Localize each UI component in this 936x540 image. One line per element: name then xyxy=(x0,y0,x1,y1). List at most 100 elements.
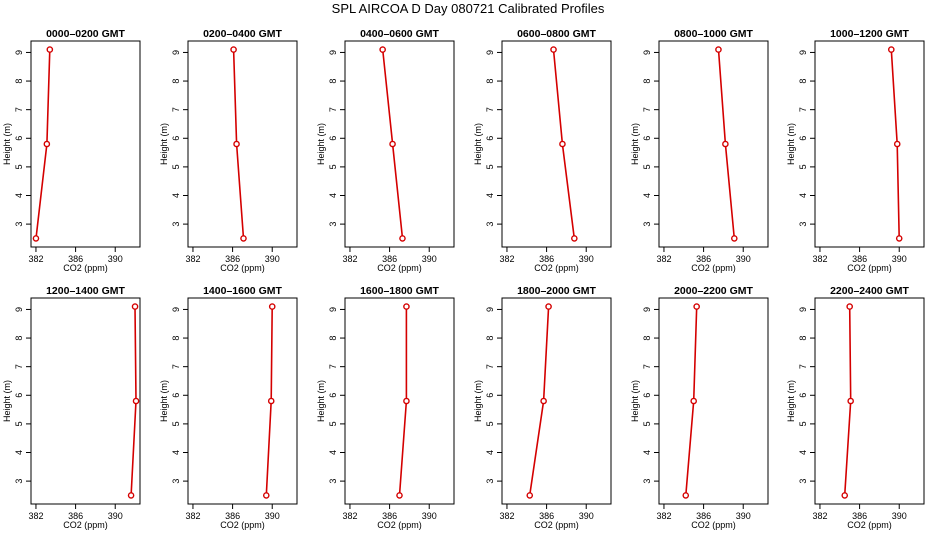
x-tick-label: 382 xyxy=(656,254,671,264)
y-tick-label: 8 xyxy=(171,79,181,84)
y-tick-label: 5 xyxy=(485,164,495,169)
plot-frame xyxy=(501,297,612,505)
y-tick-label: 3 xyxy=(642,479,652,484)
y-tick-label: 5 xyxy=(14,164,24,169)
profile-point xyxy=(131,303,139,310)
y-tick-label: 9 xyxy=(642,50,652,55)
profile-point xyxy=(846,303,853,310)
profile-point xyxy=(396,492,403,499)
profile-point xyxy=(847,397,854,405)
profile-point xyxy=(550,46,557,53)
y-tick-label: 7 xyxy=(328,107,338,112)
y-tick-label: 8 xyxy=(642,79,652,84)
x-axis-label: CO2 (ppm) xyxy=(691,520,736,530)
profile-point xyxy=(240,235,247,242)
profile-point xyxy=(399,235,406,242)
y-axis-label: Height (m) xyxy=(473,380,483,422)
plot-title: 1400–1600 GMT xyxy=(203,285,282,297)
y-tick-label: 8 xyxy=(14,336,24,341)
profile-point xyxy=(32,235,40,242)
x-tick-label: 386 xyxy=(696,511,711,521)
plot-title: 2000–2200 GMT xyxy=(674,285,753,297)
x-tick-label: 390 xyxy=(422,254,437,264)
profile-point xyxy=(230,46,237,53)
x-tick-label: 382 xyxy=(185,254,200,264)
y-axis-label: Height (m) xyxy=(2,380,12,422)
y-tick-label: 6 xyxy=(485,136,495,141)
plot-title: 0400–0600 GMT xyxy=(360,28,439,40)
x-axis-label: CO2 (ppm) xyxy=(63,520,108,530)
y-tick-label: 7 xyxy=(14,364,24,369)
profile-point xyxy=(268,303,276,310)
y-axis-label: Height (m) xyxy=(316,123,326,165)
y-tick-label: 3 xyxy=(171,222,181,227)
profile-point xyxy=(571,235,578,242)
y-tick-label: 6 xyxy=(642,393,652,398)
y-tick-label: 9 xyxy=(485,50,495,55)
y-axis-label: Height (m) xyxy=(2,123,12,165)
profile-point xyxy=(715,46,722,53)
y-tick-label: 4 xyxy=(328,193,338,198)
profile-point xyxy=(262,492,270,499)
y-tick-label: 8 xyxy=(171,336,181,341)
plot-frame xyxy=(30,297,141,505)
profile-point xyxy=(132,397,140,405)
y-axis-label: Height (m) xyxy=(159,380,169,422)
y-tick-label: 9 xyxy=(171,50,181,55)
y-tick-label: 3 xyxy=(328,479,338,484)
x-tick-label: 390 xyxy=(736,511,751,521)
y-tick-label: 5 xyxy=(485,421,495,426)
x-tick-label: 386 xyxy=(68,511,83,521)
plot-title: 1200–1400 GMT xyxy=(46,285,125,297)
x-tick-label: 390 xyxy=(108,511,123,521)
profile-point xyxy=(559,140,566,148)
profile-point xyxy=(403,397,410,405)
plot-frame xyxy=(30,40,141,248)
figure-title: SPL AIRCOA D Day 080721 Calibrated Profi… xyxy=(331,1,605,16)
y-tick-label: 9 xyxy=(328,307,338,312)
x-tick-label: 390 xyxy=(579,511,594,521)
plot-frame xyxy=(187,40,298,248)
y-tick-label: 6 xyxy=(798,136,808,141)
x-tick-label: 390 xyxy=(108,254,123,264)
y-tick-label: 8 xyxy=(328,336,338,341)
y-axis-label: Height (m) xyxy=(630,380,640,422)
y-tick-label: 6 xyxy=(171,136,181,141)
x-tick-label: 386 xyxy=(852,511,867,521)
y-tick-label: 8 xyxy=(328,79,338,84)
y-tick-label: 8 xyxy=(14,79,24,84)
y-axis-label: Height (m) xyxy=(786,380,796,422)
y-tick-label: 4 xyxy=(171,193,181,198)
y-tick-label: 3 xyxy=(14,479,24,484)
x-tick-label: 382 xyxy=(342,254,357,264)
y-tick-label: 4 xyxy=(14,193,24,198)
y-tick-label: 9 xyxy=(798,307,808,312)
profile-point xyxy=(403,303,410,310)
y-tick-label: 8 xyxy=(485,336,495,341)
y-tick-label: 3 xyxy=(642,222,652,227)
y-tick-label: 8 xyxy=(798,79,808,84)
x-axis-label: CO2 (ppm) xyxy=(377,263,422,273)
x-tick-label: 382 xyxy=(185,511,200,521)
x-tick-label: 386 xyxy=(852,254,867,264)
x-axis-label: CO2 (ppm) xyxy=(377,520,422,530)
y-tick-label: 9 xyxy=(14,50,24,55)
y-tick-label: 3 xyxy=(485,479,495,484)
y-tick-label: 6 xyxy=(328,136,338,141)
y-tick-label: 5 xyxy=(642,164,652,169)
profile-point xyxy=(682,492,690,499)
y-axis-label: Height (m) xyxy=(316,380,326,422)
profile-point xyxy=(389,140,396,148)
x-tick-label: 386 xyxy=(68,254,83,264)
plot-title: 1000–1200 GMT xyxy=(830,28,909,40)
y-tick-label: 6 xyxy=(14,393,24,398)
x-tick-label: 382 xyxy=(499,254,514,264)
plot-title: 1600–1800 GMT xyxy=(360,285,439,297)
